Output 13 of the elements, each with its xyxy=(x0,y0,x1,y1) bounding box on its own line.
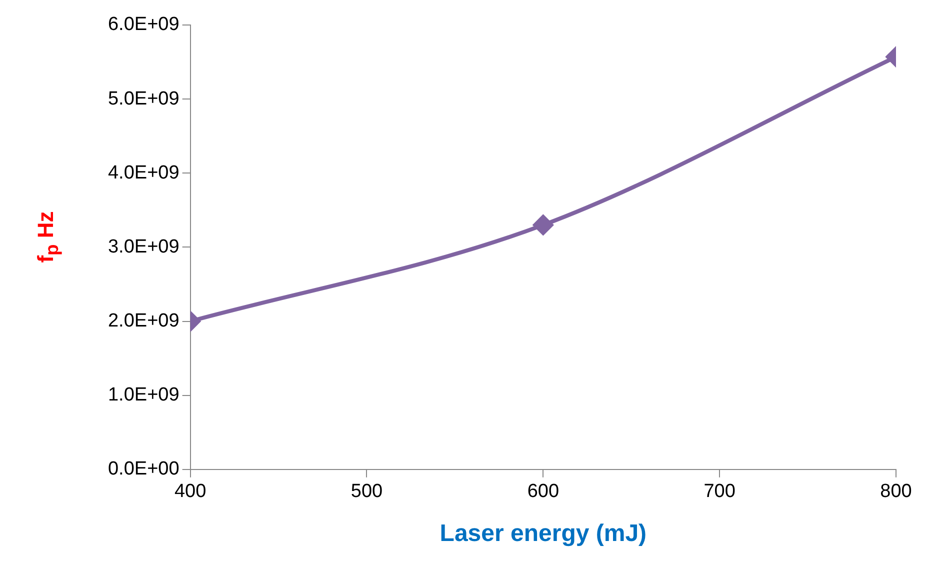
y-tick-label: 3.0E+09 xyxy=(108,236,180,258)
x-axis-title: Laser energy (mJ) xyxy=(440,520,647,548)
y-tick-label: 1.0E+09 xyxy=(108,384,180,406)
y-tick-label: 6.0E+09 xyxy=(108,14,180,36)
y-tick-label: 0.0E+00 xyxy=(108,458,180,480)
x-tick-label: 600 xyxy=(527,481,560,502)
x-tick-label: 400 xyxy=(174,481,206,502)
y-tick-label: 4.0E+09 xyxy=(108,162,180,184)
x-tick-label: 500 xyxy=(350,481,383,502)
y-tick-label: 2.0E+09 xyxy=(108,310,180,332)
x-tick-label: 800 xyxy=(880,481,912,502)
x-tick-label: 700 xyxy=(704,481,736,502)
y-tick-label: 5.0E+09 xyxy=(108,88,180,110)
